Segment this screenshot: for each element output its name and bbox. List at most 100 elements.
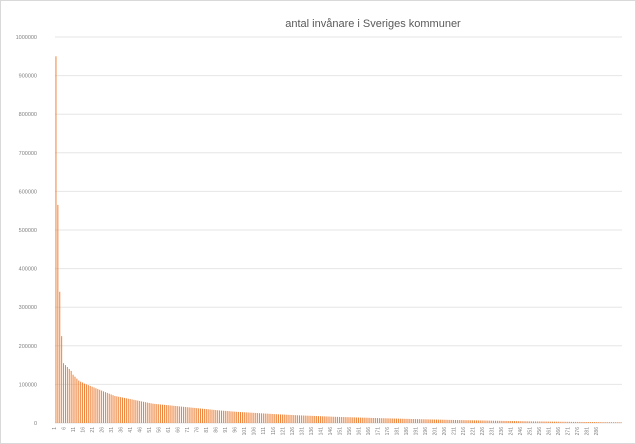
- bar: [211, 409, 213, 423]
- bar: [144, 402, 146, 423]
- bar: [249, 412, 251, 423]
- bar: [308, 415, 310, 423]
- x-tick-label: 31: [109, 427, 115, 433]
- x-tick-label: 91: [223, 427, 229, 433]
- bar: [179, 406, 181, 423]
- bar: [57, 204, 59, 423]
- bar: [493, 420, 495, 423]
- y-tick-label: 1000000: [16, 35, 37, 41]
- bar: [620, 422, 622, 423]
- bar: [578, 421, 580, 423]
- bar: [323, 416, 325, 423]
- x-tick-label: 96: [233, 427, 239, 433]
- bar: [344, 417, 346, 423]
- bar: [333, 416, 335, 423]
- bar: [283, 414, 285, 423]
- bar: [289, 414, 291, 423]
- y-tick-label: 0: [34, 421, 37, 427]
- bar: [377, 418, 378, 423]
- bar: [276, 414, 278, 423]
- bar: [605, 422, 607, 423]
- y-tick-label: 400000: [19, 267, 37, 273]
- x-tick-label: 111: [261, 427, 267, 435]
- bar: [171, 405, 173, 423]
- bar: [413, 419, 415, 423]
- x-tick-label: 256: [537, 427, 543, 436]
- bar: [148, 402, 150, 423]
- bar: [361, 417, 363, 423]
- bar: [182, 406, 184, 423]
- bar: [125, 398, 127, 423]
- bar: [266, 413, 268, 423]
- bar: [278, 414, 280, 423]
- bar: [285, 414, 287, 423]
- bar: [319, 416, 321, 423]
- bar: [141, 401, 143, 423]
- bar: [123, 397, 125, 423]
- bar: [428, 419, 430, 423]
- bar: [316, 416, 318, 423]
- bar: [460, 420, 462, 423]
- bar: [365, 417, 367, 423]
- bar: [540, 421, 542, 423]
- bar: [409, 418, 411, 423]
- bar: [103, 391, 104, 423]
- x-tick-label: 271: [566, 427, 572, 436]
- bar: [331, 416, 333, 423]
- bar: [441, 419, 443, 423]
- bar: [154, 403, 156, 423]
- bar: [571, 421, 573, 423]
- bar: [304, 415, 306, 423]
- bar: [84, 383, 85, 423]
- bar: [515, 421, 517, 423]
- bar: [139, 400, 141, 423]
- bar: [293, 415, 295, 423]
- bar: [437, 419, 439, 423]
- bar: [251, 412, 253, 423]
- x-tick-label: 136: [309, 427, 315, 436]
- bar: [557, 421, 559, 423]
- bar: [514, 421, 515, 423]
- bar: [76, 378, 78, 423]
- bar: [359, 417, 361, 423]
- bar: [552, 421, 554, 423]
- x-tick-label: 166: [366, 427, 372, 436]
- bar: [346, 417, 348, 423]
- x-tick-label: 251: [528, 427, 534, 436]
- bar: [356, 417, 358, 423]
- bar: [131, 399, 133, 423]
- bar: [63, 363, 65, 423]
- bar: [274, 414, 276, 423]
- bar: [255, 412, 257, 423]
- bar: [89, 385, 91, 423]
- bar: [181, 406, 183, 423]
- bar: [426, 419, 428, 423]
- bar: [272, 414, 274, 423]
- bar: [517, 421, 519, 423]
- x-tick-label: 286: [594, 427, 600, 436]
- bar: [544, 421, 546, 423]
- bar: [146, 402, 148, 423]
- bar: [173, 405, 175, 423]
- bar: [314, 415, 316, 423]
- bar: [529, 421, 531, 423]
- bar: [82, 382, 84, 423]
- bar: [302, 415, 304, 423]
- bar: [340, 416, 342, 423]
- bar: [114, 395, 116, 423]
- y-tick-label: 700000: [19, 151, 37, 157]
- bar: [167, 405, 169, 423]
- bar: [61, 336, 63, 423]
- x-tick-label: 226: [480, 427, 486, 436]
- bar: [420, 419, 422, 423]
- bar: [567, 421, 569, 423]
- bar: [475, 420, 477, 423]
- bar: [201, 408, 203, 423]
- x-tick-label: 156: [347, 427, 353, 436]
- bar: [186, 407, 188, 423]
- bar: [95, 388, 97, 423]
- bar: [97, 389, 99, 423]
- bar: [586, 422, 588, 423]
- x-tick-label: 126: [290, 427, 296, 436]
